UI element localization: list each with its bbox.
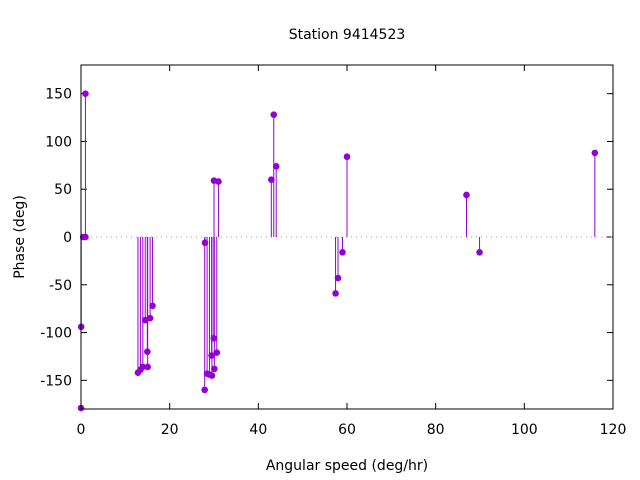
data-point bbox=[591, 149, 599, 157]
y-tick-label: 0 bbox=[63, 230, 72, 246]
y-tick-label: 150 bbox=[45, 87, 72, 103]
plot-frame bbox=[80, 64, 614, 410]
x-tick-label: 60 bbox=[338, 422, 356, 438]
data-point bbox=[144, 363, 151, 371]
y-axis-label: Phase (deg) bbox=[12, 195, 28, 279]
data-point bbox=[149, 302, 156, 310]
chart-title: Station 9414523 bbox=[289, 27, 406, 43]
y-tick-label: 50 bbox=[54, 182, 72, 198]
data-point bbox=[146, 314, 154, 322]
data-point bbox=[208, 372, 216, 379]
data-point bbox=[332, 290, 339, 297]
x-tick-label: 120 bbox=[600, 422, 627, 438]
y-tick-label: -100 bbox=[40, 326, 72, 342]
data-point bbox=[213, 349, 221, 356]
y-tick-label: -50 bbox=[49, 278, 72, 294]
data-point bbox=[272, 162, 280, 170]
x-tick-label: 0 bbox=[77, 422, 86, 438]
x-tick-label: 100 bbox=[511, 422, 538, 438]
x-tick-label: 20 bbox=[161, 422, 179, 438]
data-point bbox=[268, 176, 275, 183]
data-point bbox=[201, 386, 208, 394]
data-point bbox=[215, 178, 222, 185]
y-tick-label: 100 bbox=[45, 134, 72, 150]
data-point bbox=[476, 248, 483, 256]
x-axis-label: Angular speed (deg/hr) bbox=[266, 458, 428, 474]
data-point bbox=[463, 191, 470, 199]
y-tick-label: -150 bbox=[40, 373, 72, 389]
x-tick-label: 80 bbox=[427, 422, 445, 438]
data-point bbox=[339, 248, 346, 256]
x-tick-label: 40 bbox=[249, 422, 267, 438]
data-point bbox=[139, 363, 147, 371]
data-point bbox=[211, 365, 218, 373]
data-point bbox=[82, 90, 89, 97]
data-point bbox=[334, 274, 342, 282]
data-point bbox=[210, 334, 218, 342]
data-point bbox=[270, 111, 278, 118]
data-point bbox=[343, 153, 351, 161]
